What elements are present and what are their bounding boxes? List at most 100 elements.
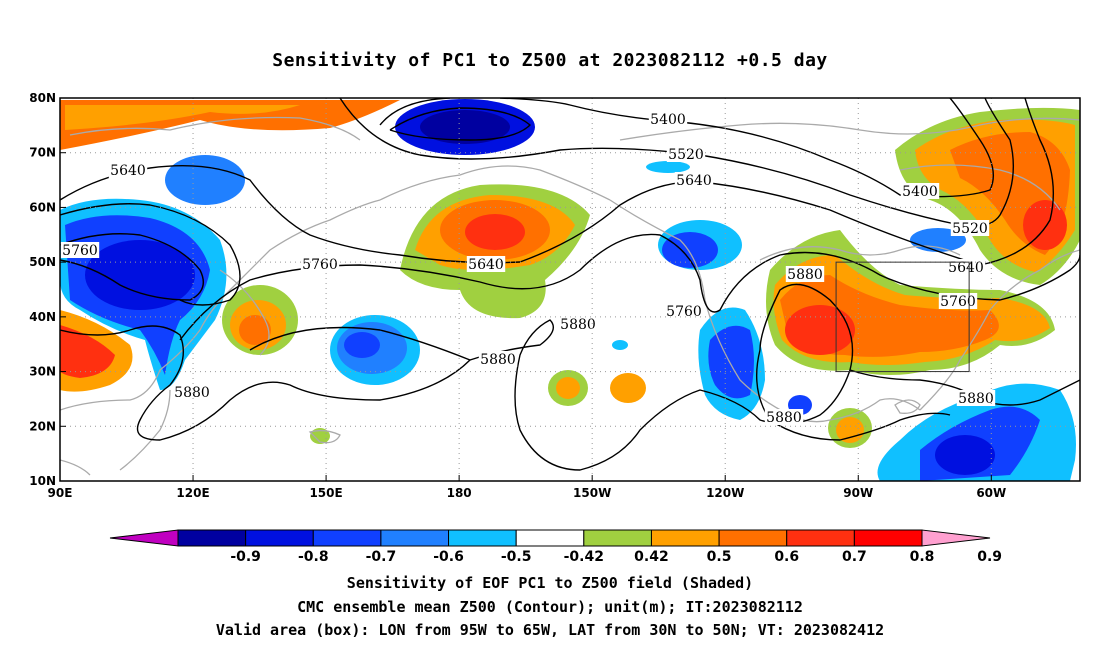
positive-region [65, 105, 300, 130]
colorbar-box [786, 529, 855, 547]
valid-area-box [835, 261, 970, 373]
contour-label: 5880 [560, 317, 596, 333]
contour-label: 5520 [668, 147, 704, 163]
lon-tick-label: 180 [447, 486, 472, 500]
negative-region [612, 340, 628, 350]
contour-label-bg [466, 256, 506, 272]
contour-5640 [60, 203, 241, 306]
contour-label: 5760 [302, 257, 338, 273]
colorbar-tick-label: 0.42 [634, 549, 669, 565]
negative-region [344, 332, 380, 358]
positive-region [1023, 200, 1067, 250]
lon-tick-label: 120W [706, 486, 744, 500]
colorbar-tick-label: 0.5 [707, 549, 732, 565]
colorbar-labels: -0.9 -0.8 -0.7 -0.6 -0.5 -0.42 0.42 0.5 0.6 0.7 0.… [230, 549, 1002, 565]
colorbar [109, 529, 991, 547]
lon-tick-label: 90E [48, 486, 73, 500]
colorbar-tick-label: 0.6 [774, 549, 799, 565]
positive-region [239, 315, 271, 345]
contour-label: 5880 [174, 385, 210, 401]
contour-label-bg [785, 266, 825, 282]
chart-title: Sensitivity of PC1 to Z500 at 2023082112… [272, 50, 828, 71]
contour-5640 [60, 98, 1054, 266]
negative-region [420, 110, 510, 144]
lon-tick-label: 60W [976, 486, 1006, 500]
caption-line-3: Valid area (box): LON from 95W to 65W, L… [215, 621, 885, 639]
lon-tick-label: 120E [176, 486, 209, 500]
negative-region [935, 435, 995, 475]
lon-tick-label: 150E [309, 486, 342, 500]
colorbar-box [853, 529, 923, 547]
colorbar-tick-label: 0.8 [910, 549, 935, 565]
caption-line-1: Sensitivity of EOF PC1 to Z500 field (Sh… [346, 574, 754, 592]
plot-frame [59, 97, 1081, 482]
colorbar-tick-label: -0.6 [433, 549, 464, 565]
colorbar-box [245, 529, 314, 547]
contour-label: 5760 [666, 304, 702, 320]
contour-label: 5640 [948, 260, 984, 276]
colorbar-tick-label: -0.9 [230, 549, 261, 565]
colorbar-box [312, 529, 382, 547]
contour-label-bg [60, 242, 100, 258]
contour-label-bg [558, 316, 598, 332]
positive-region [556, 377, 580, 399]
lat-tick-label: 30N [29, 365, 56, 379]
contour-label-bg [938, 293, 978, 309]
colorbar-tick-label: -0.8 [298, 549, 329, 565]
positive-region [60, 325, 115, 378]
contour-label: 5880 [787, 267, 823, 283]
contour-5520 [339, 98, 1015, 227]
lat-axis: 80N 70N 60N 50N 40N 30N 20N 10N [29, 91, 66, 488]
contour-label-bg [648, 111, 688, 127]
contour-label-bg [674, 172, 714, 188]
colorbar-box [718, 529, 788, 547]
negative-region [85, 240, 195, 310]
contour-label: 5520 [952, 221, 988, 237]
contour-label-bg [108, 162, 148, 178]
contour-label: 5400 [650, 112, 686, 128]
lon-axis: 90E 120E 150E 180 150W 120W 90W 60W [48, 475, 1006, 500]
lat-tick-label: 10N [29, 474, 56, 488]
colorbar-tick-label: 0.9 [977, 549, 1002, 565]
contour-label-bg [666, 146, 706, 162]
contour-label: 5760 [62, 243, 98, 259]
lat-tick-label: 40N [29, 310, 56, 324]
colorbar-tick-label: 0.7 [842, 549, 867, 565]
colorbar-box [583, 529, 652, 547]
lat-tick-label: 60N [29, 200, 56, 214]
colorbar-box [448, 529, 517, 547]
lat-tick-label: 50N [29, 255, 56, 269]
contour-label-bg [900, 183, 940, 199]
contour-label: 5880 [480, 352, 516, 368]
colorbar-box [177, 529, 247, 547]
lat-tick-label: 70N [29, 146, 56, 160]
colorbar-box [515, 529, 585, 547]
contour-label-bg [956, 390, 996, 406]
colorbar-tick-label: -0.5 [501, 549, 532, 565]
positive-region [310, 428, 330, 444]
contour-label: 5400 [902, 184, 938, 200]
caption-line-2: CMC ensemble mean Z500 (Contour); unit(m… [297, 598, 803, 616]
contour-label: 5880 [958, 391, 994, 407]
coastlines [60, 116, 1080, 476]
colorbar-max-arrow [921, 529, 991, 547]
colorbar-tick-label: -0.42 [564, 549, 604, 565]
lat-tick-label: 80N [29, 91, 56, 105]
positive-region [465, 214, 525, 250]
contour-label: 5880 [766, 410, 802, 426]
contour-5760 [179, 233, 1080, 341]
contour-5880 [755, 349, 951, 441]
contour-5880 [60, 325, 472, 441]
contour-label: 5640 [110, 163, 146, 179]
contour-5760 [60, 233, 204, 301]
contour-label-bg [764, 409, 804, 425]
contour-label-bg [664, 303, 704, 319]
colorbar-box [650, 529, 720, 547]
contour-label-bg [300, 256, 340, 272]
contour-label-bg [478, 351, 518, 367]
contour-label-bg [172, 384, 212, 400]
negative-region [708, 325, 754, 399]
lon-tick-label: 90W [843, 486, 873, 500]
lat-tick-label: 20N [29, 419, 56, 433]
